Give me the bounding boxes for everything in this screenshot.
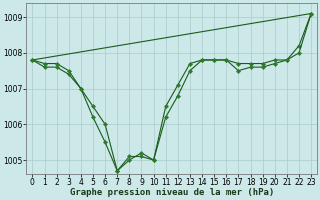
X-axis label: Graphe pression niveau de la mer (hPa): Graphe pression niveau de la mer (hPa) [70, 188, 274, 197]
